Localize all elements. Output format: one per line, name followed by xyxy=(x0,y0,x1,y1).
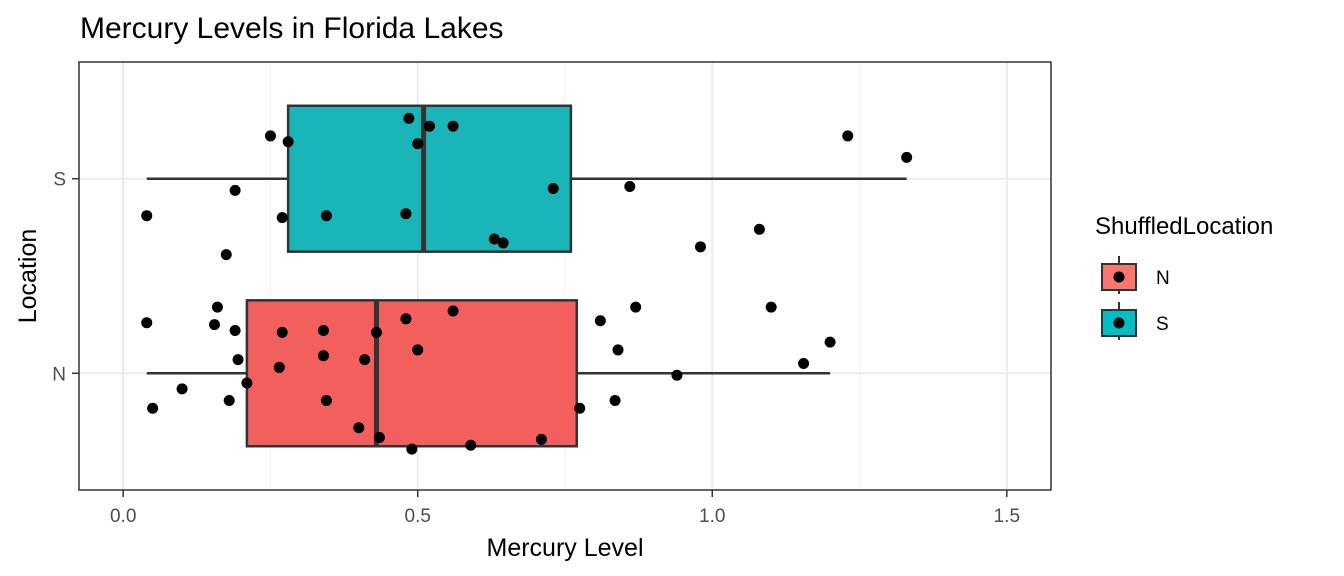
data-point xyxy=(842,130,854,142)
data-point xyxy=(901,151,913,163)
data-point xyxy=(465,439,477,451)
x-axis-ticks: 0.0 0.5 1.0 1.5 xyxy=(110,490,1020,527)
data-point xyxy=(317,324,329,336)
box-layer xyxy=(146,104,907,448)
data-point xyxy=(176,383,188,395)
data-point xyxy=(220,249,232,261)
legend-label: N xyxy=(1156,268,1170,289)
box-s xyxy=(146,104,907,253)
data-point xyxy=(317,350,329,362)
data-point xyxy=(574,402,586,414)
legend-keys: NS xyxy=(1101,256,1170,340)
data-point xyxy=(229,324,241,336)
data-point xyxy=(630,301,642,313)
data-point xyxy=(370,326,382,338)
data-point xyxy=(264,130,276,142)
x-tick-label: 0.5 xyxy=(405,506,431,527)
data-point xyxy=(609,395,621,407)
box-n xyxy=(146,299,831,448)
x-tick-label: 1.0 xyxy=(699,506,725,527)
data-point xyxy=(273,361,285,373)
data-point xyxy=(211,301,223,313)
data-point xyxy=(753,223,765,235)
data-point xyxy=(320,210,332,222)
legend-key-point xyxy=(1113,317,1125,329)
box-body xyxy=(245,299,579,448)
data-point xyxy=(447,305,459,317)
data-point xyxy=(488,233,500,245)
x-axis-title: Mercury Level xyxy=(487,534,644,562)
data-point xyxy=(147,402,159,414)
chart-title: Mercury Levels in Florida Lakes xyxy=(80,12,504,45)
data-point xyxy=(624,181,636,193)
data-point xyxy=(424,120,436,132)
data-point xyxy=(412,344,424,356)
data-point xyxy=(535,433,547,445)
y-axis-title: Location xyxy=(14,229,42,324)
data-point xyxy=(276,326,288,338)
plot-panel xyxy=(78,61,1052,491)
data-point xyxy=(594,315,606,327)
panel-border xyxy=(78,61,1052,491)
data-point xyxy=(412,138,424,150)
legend-label: S xyxy=(1156,314,1169,335)
x-tick-label: 1.5 xyxy=(994,506,1020,527)
data-point xyxy=(400,208,412,220)
data-point xyxy=(232,354,244,366)
data-point xyxy=(694,241,706,253)
data-point xyxy=(400,313,412,325)
legend-title: ShuffledLocation xyxy=(1095,213,1273,240)
legend: ShuffledLocation NS xyxy=(1095,213,1273,340)
data-point xyxy=(497,237,509,249)
data-point xyxy=(282,136,294,148)
data-point xyxy=(141,210,153,222)
y-axis-ticks: NS xyxy=(52,170,79,385)
data-point xyxy=(403,112,415,124)
data-point xyxy=(547,182,559,194)
data-point xyxy=(229,184,241,196)
legend-key-s: S xyxy=(1101,302,1169,340)
data-point xyxy=(798,358,810,370)
y-tick-label: N xyxy=(52,364,66,385)
legend-key-n: N xyxy=(1101,256,1170,294)
data-point xyxy=(208,319,220,331)
data-point xyxy=(765,301,777,313)
data-point xyxy=(359,354,371,366)
data-point xyxy=(824,336,836,348)
data-point xyxy=(223,395,235,407)
data-point xyxy=(373,431,385,443)
data-point xyxy=(320,395,332,407)
data-point xyxy=(141,317,153,329)
data-point xyxy=(241,377,253,389)
point-layer xyxy=(141,112,913,455)
data-point xyxy=(671,369,683,381)
data-point xyxy=(353,422,365,434)
data-point xyxy=(612,344,624,356)
y-tick-label: S xyxy=(53,170,66,191)
legend-key-point xyxy=(1113,271,1125,283)
data-point xyxy=(406,443,418,455)
data-point xyxy=(276,212,288,224)
data-point xyxy=(447,120,459,132)
x-tick-label: 0.0 xyxy=(110,506,136,527)
